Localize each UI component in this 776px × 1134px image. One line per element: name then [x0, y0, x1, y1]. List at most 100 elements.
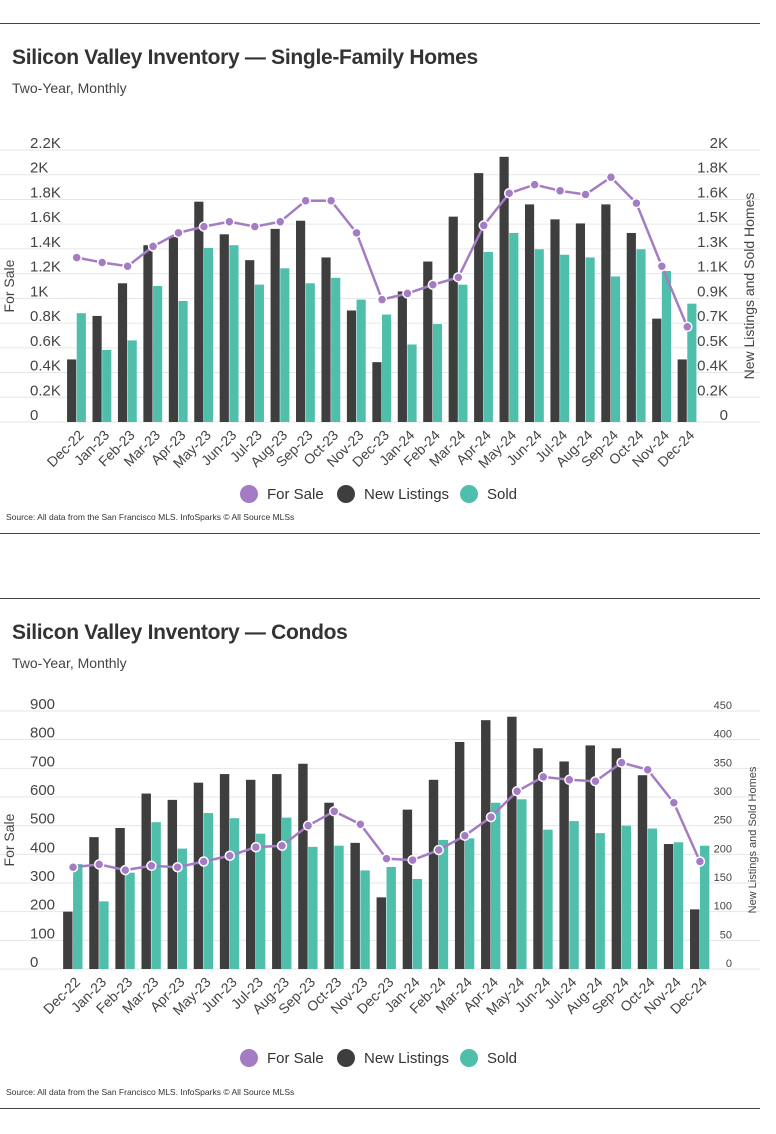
y2-axis-title: New Listings and Sold Homes: [741, 193, 757, 380]
sold-bar: [76, 313, 86, 422]
y-tick-label: 2K: [30, 160, 48, 177]
for-sale-point: [616, 757, 627, 768]
for-sale-point: [433, 844, 444, 856]
legend-label: For Sale: [267, 486, 324, 503]
y2-tick-label: 150: [714, 872, 732, 884]
sold-bar: [308, 846, 318, 969]
new-listings-bar: [626, 232, 636, 422]
sold-bar: [254, 284, 264, 422]
new-listings-bar: [637, 775, 648, 969]
y-tick-label: 100: [30, 925, 55, 942]
y2-tick-label: 1.3K: [697, 234, 728, 251]
for-sale-point: [351, 227, 362, 239]
sold-bar: [331, 277, 341, 422]
y-tick-label: 900: [30, 696, 55, 713]
new-listings-bar: [611, 748, 622, 969]
sold-bar: [560, 254, 570, 422]
for-sale-point: [402, 288, 413, 299]
for-sale-point: [146, 860, 157, 872]
new-listings-bar: [193, 782, 204, 969]
new-listings-bar: [524, 204, 535, 422]
new-listings-bar: [550, 219, 560, 422]
sold-bar: [229, 245, 239, 422]
sold-bar: [229, 818, 240, 969]
y2-tick-label: 1.5K: [697, 209, 728, 226]
y-tick-label: 1.6K: [30, 209, 61, 226]
sold-bar: [151, 822, 161, 969]
for-sale-point: [172, 861, 183, 873]
new-listings-bar: [298, 763, 308, 969]
y-tick-label: 0.2K: [30, 382, 61, 399]
new-listings-bar: [89, 837, 99, 969]
sold-bar: [125, 872, 135, 969]
y-tick-label: 1K: [30, 283, 48, 300]
sold-bar: [280, 268, 290, 422]
y-axis-title: For Sale: [1, 813, 17, 866]
for-sale-point: [407, 854, 418, 866]
legend-marker: [460, 485, 478, 503]
sold-bar: [386, 866, 396, 969]
y-tick-label: 500: [30, 811, 55, 828]
new-listings-bar: [168, 237, 178, 422]
new-listings-bar: [346, 310, 357, 422]
new-listings-bar: [115, 827, 125, 969]
sold-bar: [610, 276, 621, 422]
new-listings-bar: [143, 245, 153, 422]
sold-bar: [255, 833, 266, 969]
for-sale-point: [198, 856, 209, 867]
y-tick-label: 0.8K: [30, 308, 61, 325]
for-sale-point: [590, 775, 601, 787]
sold-bar: [203, 247, 214, 422]
y-tick-label: 700: [30, 753, 55, 770]
y-axis-title: For Sale: [1, 259, 17, 312]
for-sale-point: [122, 260, 133, 272]
for-sale-point: [554, 185, 566, 197]
y-tick-label: 800: [30, 725, 55, 742]
new-listings-bar: [690, 909, 700, 969]
sold-bar: [356, 299, 366, 422]
for-sale-point: [120, 864, 131, 876]
new-listings-bar: [533, 748, 543, 969]
new-listings-bar: [245, 260, 255, 422]
for-sale-point: [93, 859, 105, 870]
chart-title: Silicon Valley Inventory — Single-Family…: [12, 46, 478, 69]
y2-tick-label: 100: [714, 901, 732, 913]
sold-bar: [360, 870, 370, 969]
legend-marker: [240, 485, 258, 503]
sold-bar: [464, 838, 475, 969]
y-tick-label: 1.8K: [30, 184, 61, 201]
sold-bar: [438, 840, 449, 969]
new-listings-bar: [296, 220, 306, 422]
sold-bar: [178, 300, 188, 422]
for-sale-point: [302, 820, 314, 831]
y2-tick-label: 300: [714, 786, 732, 798]
for-sale-point: [453, 272, 464, 283]
new-listings-bar: [481, 720, 491, 969]
for-sale-point: [631, 197, 642, 209]
sold-bar: [673, 842, 684, 969]
legend-marker: [460, 1049, 478, 1067]
y-tick-label: 1.2K: [30, 259, 61, 276]
sold-bar: [509, 232, 519, 422]
sold-bar: [647, 828, 658, 969]
y2-tick-label: 0.2K: [697, 382, 728, 399]
y2-tick-label: 1.8K: [697, 160, 728, 177]
for-sale-point: [355, 818, 366, 830]
new-listings-bar: [117, 283, 128, 422]
legend-label: New Listings: [364, 486, 449, 503]
sold-bar: [661, 271, 672, 422]
new-listings-bar: [270, 228, 280, 422]
y2-tick-label: 450: [714, 700, 732, 712]
sold-bar: [412, 878, 423, 969]
sold-bar: [153, 286, 163, 422]
for-sale-point: [173, 227, 184, 239]
y-tick-label: 0.6K: [30, 333, 61, 350]
for-sale-point: [224, 216, 235, 227]
y2-tick-label: 0.5K: [697, 333, 728, 350]
y2-tick-label: 0.9K: [697, 283, 728, 300]
sold-bar: [282, 817, 292, 969]
for-sale-point: [147, 241, 159, 252]
chart-panel-single-family: Silicon Valley Inventory — Single-Family…: [0, 23, 760, 534]
new-listings-bar: [397, 291, 407, 422]
new-listings-bar: [423, 261, 433, 422]
